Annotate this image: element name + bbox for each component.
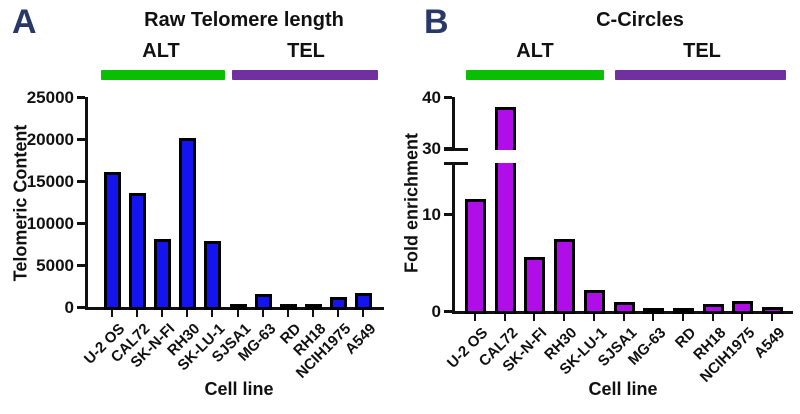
y-axis	[85, 96, 88, 310]
y-tick-label: 20000	[26, 129, 74, 149]
bar-rh18	[702, 303, 724, 314]
x-tick	[622, 314, 625, 321]
y-tick-label: 30	[422, 139, 441, 158]
bar-sk-lu-1	[583, 289, 605, 314]
panel-b-letter: B	[424, 3, 449, 41]
y-tick-label: 0	[431, 302, 441, 321]
x-tick	[362, 310, 364, 317]
y-tick	[444, 310, 452, 313]
panel-a-alt-label: ALT	[142, 40, 180, 62]
bar-rh30	[554, 238, 576, 314]
x-tick	[336, 310, 339, 317]
bar-mg-63	[254, 293, 272, 310]
bar-rh30	[179, 137, 197, 310]
x-tick	[286, 310, 289, 317]
panel-b-alt-span-bar	[466, 70, 604, 80]
y-axis-lower-segment	[452, 162, 455, 314]
y-axis-upper-segment	[452, 97, 455, 151]
x-tick	[741, 314, 744, 321]
y-tick	[77, 306, 85, 309]
panel-a-tel-span-bar	[232, 70, 378, 80]
bar-u-2-os	[465, 198, 486, 314]
panel-a-alt-span-bar	[101, 70, 225, 80]
y-tick-label: 15000	[26, 171, 74, 191]
panel-b-tel-label: TEL	[683, 40, 721, 62]
x-tick	[681, 314, 684, 321]
axis-break-cap-lower	[444, 162, 468, 165]
x-tick	[771, 314, 773, 321]
bar-rh18	[304, 304, 322, 310]
bar-rd	[672, 308, 694, 314]
panel-a-letter: A	[12, 3, 37, 41]
x-tick	[186, 310, 189, 317]
bar-sk-n-fi	[154, 238, 172, 310]
y-tick	[77, 95, 85, 99]
x-tick	[136, 310, 139, 317]
x-tick	[111, 310, 113, 317]
bar-ncih1975	[732, 301, 754, 314]
x-tick	[261, 310, 264, 317]
panel-b-x-axis-title: Cell line	[588, 379, 658, 399]
y-tick-label: 10000	[26, 213, 74, 233]
bar-a549	[355, 293, 372, 310]
bar-cal72-upper	[494, 107, 516, 150]
x-tick	[474, 314, 476, 321]
panel-b-alt-label: ALT	[516, 40, 554, 62]
y-tick-label: 0	[64, 298, 74, 317]
y-tick	[77, 137, 85, 141]
y-tick	[77, 263, 85, 267]
bar-sk-n-fi	[524, 257, 546, 314]
y-tick	[444, 147, 452, 150]
panel-a-x-axis-title: Cell line	[204, 379, 274, 399]
y-tick	[77, 221, 85, 225]
bar-cal72-lower	[494, 163, 516, 314]
panel-a-title: Raw Telomere length	[144, 9, 344, 31]
x-tick	[592, 314, 595, 321]
y-tick	[444, 96, 452, 99]
x-tick	[533, 314, 536, 321]
bar-sk-lu-1	[204, 241, 222, 310]
y-tick-label: 10	[422, 204, 441, 224]
bar-ncih1975	[329, 296, 347, 310]
bar-sjsa1	[229, 304, 247, 310]
y-tick	[77, 179, 85, 183]
bar-rd	[279, 304, 297, 310]
axis-break-cap-upper	[444, 148, 468, 151]
bar-mg-63	[643, 307, 665, 314]
panel-b-title: C-Circles	[596, 9, 684, 31]
bar-a549	[762, 307, 783, 314]
x-tick	[211, 310, 214, 317]
x-tick	[161, 310, 164, 317]
x-tick	[652, 314, 655, 321]
y-tick-label: 25000	[26, 87, 74, 107]
y-tick	[444, 212, 452, 216]
y-tick-label: 5000	[36, 255, 74, 275]
x-tick	[503, 314, 506, 321]
y-tick-label: 40	[422, 88, 441, 107]
x-tick	[236, 310, 239, 317]
panel-b-tel-span-bar	[615, 70, 786, 80]
bar-sjsa1	[613, 302, 635, 314]
x-tick	[711, 314, 714, 321]
x-tick	[311, 310, 314, 317]
x-tick	[563, 314, 566, 321]
bar-cal72	[129, 193, 147, 310]
bar-u-2-os	[104, 172, 121, 310]
panel-a-tel-label: TEL	[287, 40, 325, 62]
